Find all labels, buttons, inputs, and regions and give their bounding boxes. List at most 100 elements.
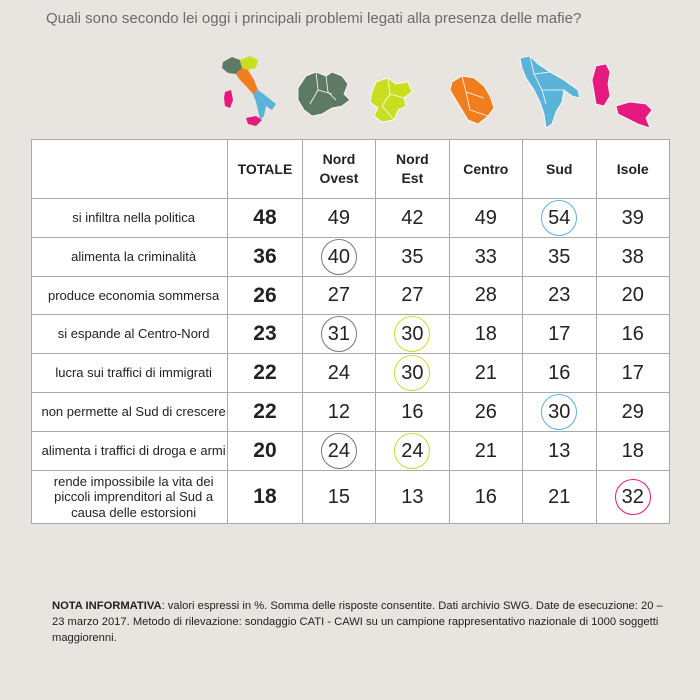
note-text: : valori espressi in %. Somma delle risp… (52, 600, 663, 645)
table-row: alimenta i traffici di droga e armi 20 24 2… (31, 432, 670, 471)
value-text: 22 (253, 400, 277, 423)
value-cell: 49 (449, 199, 524, 238)
value-text: 18 (474, 322, 497, 345)
chart-title: Quali sono secondo lei oggi i principali… (46, 10, 582, 27)
value-text: 49 (474, 206, 497, 229)
value-text: 38 (621, 245, 644, 268)
value-text: 17 (548, 322, 571, 345)
header-blank-cell (31, 139, 229, 199)
value-cell: 40 (302, 238, 377, 277)
value-text: 36 (253, 245, 277, 268)
value-text: 24 (327, 439, 351, 462)
value-cell: 21 (449, 432, 524, 471)
note-label: NOTA INFORMATIVA (52, 600, 162, 612)
value-cell: 18 (449, 315, 524, 354)
total-value-cell: 22 (228, 354, 303, 393)
total-value-cell: 48 (228, 199, 303, 238)
value-text: 49 (327, 206, 351, 229)
value-cell: 26 (449, 393, 524, 432)
results-table: TOTALE Nord Ovest Nord Est Centro Sud Isole si i… (31, 139, 670, 524)
value-text: 23 (253, 322, 277, 345)
row-label: alimenta i traffici di droga e armi (31, 432, 229, 471)
value-text: 30 (401, 361, 424, 384)
total-value-cell: 26 (228, 277, 303, 315)
italy-sud-shape (253, 90, 276, 120)
value-cell: 39 (596, 199, 670, 238)
header-row: TOTALE Nord Ovest Nord Est Centro Sud Isole (31, 139, 670, 199)
italy-nord-est-shape (240, 56, 258, 70)
value-cell: 24 (302, 354, 377, 393)
value-text: 54 (548, 206, 571, 229)
value-cell: 32 (596, 471, 670, 524)
value-text: 12 (327, 400, 351, 423)
value-cell: 24 (302, 432, 377, 471)
row-label: si espande al Centro-Nord (31, 315, 229, 354)
value-cell: 15 (302, 471, 377, 524)
value-cell: 24 (376, 432, 450, 471)
value-text: 35 (401, 245, 424, 268)
value-cell: 28 (449, 277, 524, 315)
value-text: 20 (253, 439, 277, 462)
value-cell: 31 (302, 315, 377, 354)
italy-sardegna-shape (224, 90, 233, 108)
total-value-cell: 36 (228, 238, 303, 277)
column-header-nord-est: Nord Est (376, 139, 450, 199)
value-cell: 16 (523, 354, 597, 393)
italy-map-icon (222, 56, 276, 126)
value-cell: 27 (302, 277, 377, 315)
table-row: si infiltra nella politica 48 49 42 49 54 39 (31, 199, 670, 238)
value-text: 20 (621, 284, 644, 306)
value-text: 28 (474, 284, 497, 306)
value-text: 26 (474, 400, 497, 423)
nord-est-map-icon (369, 77, 413, 123)
value-cell: 33 (449, 238, 524, 277)
value-text: 18 (253, 485, 277, 508)
value-text: 22 (253, 361, 277, 384)
value-cell: 27 (376, 277, 450, 315)
value-cell: 12 (302, 393, 377, 432)
table-row: si espande al Centro-Nord 23 31 30 18 17 16 (31, 315, 670, 354)
value-text: 32 (621, 485, 644, 508)
row-label: lucra sui traffici di immigrati (31, 354, 229, 393)
value-text: 26 (253, 283, 277, 307)
value-cell: 17 (523, 315, 597, 354)
value-text: 24 (327, 361, 351, 384)
value-cell: 21 (449, 354, 524, 393)
value-text: 24 (401, 439, 424, 462)
column-header-nord-ovest: Nord Ovest (302, 139, 377, 199)
value-text: 48 (253, 206, 277, 229)
total-value-cell: 23 (228, 315, 303, 354)
value-cell: 20 (596, 277, 670, 315)
value-text: 29 (621, 400, 644, 423)
italy-sicilia-shape (246, 116, 262, 126)
value-text: 27 (401, 284, 424, 306)
value-text: 16 (474, 485, 497, 508)
value-cell: 42 (376, 199, 450, 238)
nord-ovest-map-icon (297, 71, 351, 117)
value-cell: 16 (596, 315, 670, 354)
value-text: 27 (327, 284, 351, 306)
value-text: 15 (327, 485, 351, 508)
value-cell: 30 (523, 393, 597, 432)
centro-map-icon (449, 75, 495, 125)
value-text: 17 (621, 361, 644, 384)
value-cell: 23 (523, 277, 597, 315)
value-text: 21 (474, 439, 497, 462)
row-label: alimenta la criminalità (31, 238, 229, 277)
column-header-totale: TOTALE (228, 139, 303, 199)
italy-nord-ovest-shape (222, 57, 242, 74)
value-cell: 16 (376, 393, 450, 432)
sud-map-icon (519, 55, 581, 129)
value-text: 39 (621, 206, 644, 229)
row-label: rende impossibile la vita dei piccoli im… (31, 471, 229, 524)
value-text: 16 (621, 322, 644, 345)
value-cell: 54 (523, 199, 597, 238)
isole-sicilia-shape (615, 101, 653, 129)
row-label: non permette al Sud di crescere (31, 393, 229, 432)
table-row: alimenta la criminalità 36 40 35 33 35 38 (31, 238, 670, 277)
row-label: produce economia sommersa (31, 277, 229, 315)
column-header-centro: Centro (449, 139, 524, 199)
isole-sardegna-shape (591, 63, 611, 107)
value-text: 40 (327, 245, 351, 268)
value-text: 30 (401, 322, 424, 345)
